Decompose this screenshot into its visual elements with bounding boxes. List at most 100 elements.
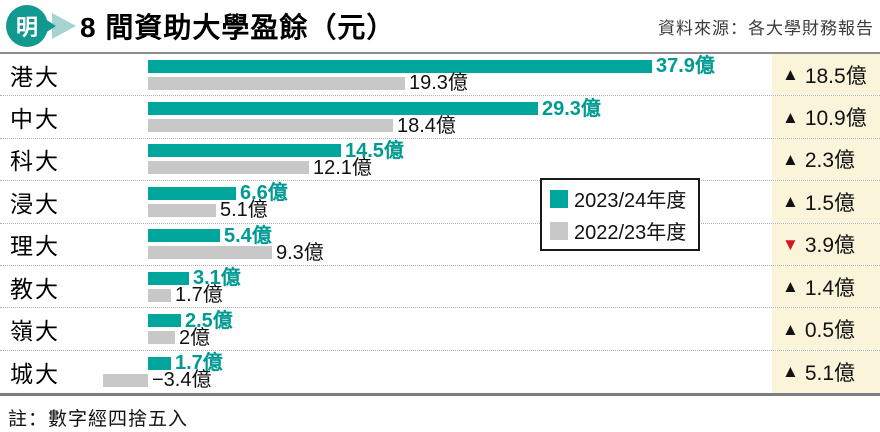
bar-2022-23 bbox=[148, 288, 171, 302]
bar-value-2022-23: 18.4億 bbox=[397, 114, 456, 137]
page-title: 8 間資助大學盈餘（元） bbox=[80, 12, 396, 43]
bar-line-2022-23: 18.4億 bbox=[148, 114, 772, 137]
header: 明 8 間資助大學盈餘（元） 資料來源：各大學財務報告 bbox=[0, 0, 880, 54]
logo-bubble-icon: 明 bbox=[6, 5, 48, 47]
bar-2022-23 bbox=[148, 203, 216, 217]
category-label: 科大 bbox=[10, 148, 60, 175]
change-badge: ▲ 10.9億 bbox=[772, 96, 880, 138]
bar-value-2022-23: −3.4億 bbox=[152, 369, 212, 392]
legend-item-2023-24: 2023/24年度 bbox=[550, 184, 686, 213]
chart-row: 嶺大 2.5億 2億 ▲ 0.5億 bbox=[0, 308, 880, 351]
bar-line-2023-24: 1.7億 bbox=[148, 352, 772, 375]
category-label: 浸大 bbox=[10, 190, 60, 217]
bar-line-2022-23: 19.3億 bbox=[148, 72, 772, 95]
logo-swoosh-icon bbox=[52, 13, 76, 39]
triangle-up-icon: ▲ bbox=[782, 319, 799, 339]
chart-row: 浸大 6.6億 5.1億 ▲ 1.5億 bbox=[0, 181, 880, 224]
change-value: 3.9億 bbox=[804, 234, 856, 258]
triangle-up-icon: ▲ bbox=[782, 362, 799, 382]
change-badge: ▲ 18.5億 bbox=[772, 54, 880, 96]
bar-value-2022-23: 1.7億 bbox=[175, 284, 223, 307]
bar-2022-23 bbox=[148, 331, 175, 345]
triangle-up-icon: ▲ bbox=[782, 65, 799, 85]
triangle-up-icon: ▲ bbox=[782, 277, 799, 297]
bar-value-2023-24: 29.3億 bbox=[542, 97, 601, 120]
triangle-down-icon: ▼ bbox=[782, 234, 799, 254]
bar-group: 1.7億 −3.4億 bbox=[103, 351, 772, 393]
data-source-note: 資料來源：各大學財務報告 bbox=[658, 19, 874, 38]
bar-group: 5.4億 9.3億 bbox=[148, 224, 772, 265]
bar-2023-24 bbox=[148, 229, 220, 243]
change-badge: ▲ 5.1億 bbox=[772, 350, 880, 394]
footnote: 註：數字經四捨五入 bbox=[8, 409, 189, 431]
bar-2023-24 bbox=[148, 59, 652, 73]
bar-line-2023-24: 37.9億 bbox=[148, 56, 772, 76]
change-value: 10.9億 bbox=[804, 107, 867, 131]
bar-value-2022-23: 2億 bbox=[179, 326, 211, 349]
bar-value-2023-24: 6.6億 bbox=[240, 182, 288, 205]
triangle-up-icon: ▲ bbox=[782, 192, 799, 212]
bar-2022-23 bbox=[148, 161, 309, 175]
bar-2022-23 bbox=[148, 119, 393, 133]
bar-group: 14.5億 12.1億 bbox=[148, 139, 772, 180]
legend-label: 2023/24年度 bbox=[574, 190, 687, 212]
bar-line-2022-23: −3.4億 bbox=[103, 369, 772, 392]
bar-2023-24 bbox=[148, 356, 171, 370]
legend-swatch-teal-icon bbox=[550, 189, 568, 208]
bar-line-2023-24: 5.4億 bbox=[148, 224, 772, 247]
change-value: 18.5億 bbox=[804, 64, 867, 88]
category-label: 港大 bbox=[10, 63, 60, 90]
category-label: 教大 bbox=[10, 275, 60, 302]
bar-group: 29.3億 18.4億 bbox=[148, 96, 772, 137]
bar-2023-24 bbox=[148, 186, 236, 200]
change-badge: ▲ 1.4億 bbox=[772, 265, 880, 308]
legend-item-2022-23: 2022/23年度 bbox=[550, 216, 686, 245]
bar-line-2023-24: 29.3億 bbox=[148, 97, 772, 120]
bar-value-2022-23: 5.1億 bbox=[220, 199, 268, 222]
mingpao-logo: 明 bbox=[6, 3, 80, 49]
bar-value-2023-24: 5.4億 bbox=[224, 224, 272, 247]
logo-char: 明 bbox=[15, 15, 38, 41]
chart-row: 港大 37.9億 19.3億 ▲ 18.5億 bbox=[0, 54, 880, 97]
bar-group: 2.5億 2億 bbox=[148, 308, 772, 349]
bar-group: 3.1億 1.7億 bbox=[148, 266, 772, 307]
category-label: 嶺大 bbox=[10, 318, 60, 345]
category-label: 中大 bbox=[10, 106, 60, 133]
category-label: 理大 bbox=[10, 233, 60, 260]
change-badge: ▲ 1.5億 bbox=[772, 181, 880, 223]
change-badge: ▲ 0.5億 bbox=[772, 308, 880, 350]
chart-rows: 港大 37.9億 19.3億 ▲ 18.5億 中大 bbox=[0, 54, 880, 394]
chart-row: 教大 3.1億 1.7億 ▲ 1.4億 bbox=[0, 265, 880, 309]
bar-group: 37.9億 19.3億 bbox=[148, 54, 772, 95]
bar-chart: 港大 37.9億 19.3億 ▲ 18.5億 中大 bbox=[0, 54, 880, 397]
bar-2023-24 bbox=[148, 102, 538, 116]
bar-2022-23 bbox=[148, 246, 272, 260]
triangle-up-icon: ▲ bbox=[782, 107, 799, 127]
change-value: 0.5億 bbox=[804, 319, 856, 343]
change-badge: ▲ 2.3億 bbox=[772, 138, 880, 181]
legend-swatch-gray-icon bbox=[550, 221, 568, 240]
bar-value-2022-23: 12.1億 bbox=[313, 156, 372, 179]
bar-line-2022-23: 9.3億 bbox=[148, 241, 772, 264]
bar-line-2023-24: 2.5億 bbox=[148, 309, 772, 332]
bar-2022-23 bbox=[148, 76, 405, 90]
bar-value-2023-24: 14.5億 bbox=[345, 139, 404, 162]
bar-line-2022-23: 1.7億 bbox=[148, 284, 772, 307]
change-value: 1.5億 bbox=[804, 191, 856, 215]
chart-row: 科大 14.5億 12.1億 ▲ 2.3億 bbox=[0, 138, 880, 182]
bar-group: 6.6億 5.1億 bbox=[148, 181, 772, 222]
bar-value-2022-23: 9.3億 bbox=[276, 241, 324, 264]
bar-line-2022-23: 5.1億 bbox=[148, 199, 772, 222]
bar-value-2022-23: 19.3億 bbox=[409, 72, 468, 95]
bar-line-2022-23: 2億 bbox=[148, 326, 772, 349]
bar-value-2023-24: 2.5億 bbox=[185, 309, 233, 332]
bar-2023-24 bbox=[148, 314, 181, 328]
category-label: 城大 bbox=[10, 360, 60, 387]
triangle-up-icon: ▲ bbox=[782, 149, 799, 169]
bar-value-2023-24: 1.7億 bbox=[175, 352, 223, 375]
legend: 2023/24年度 2022/23年度 bbox=[540, 178, 701, 251]
bar-2023-24 bbox=[148, 144, 341, 158]
change-value: 1.4億 bbox=[804, 276, 856, 300]
bar-2023-24 bbox=[148, 271, 189, 285]
